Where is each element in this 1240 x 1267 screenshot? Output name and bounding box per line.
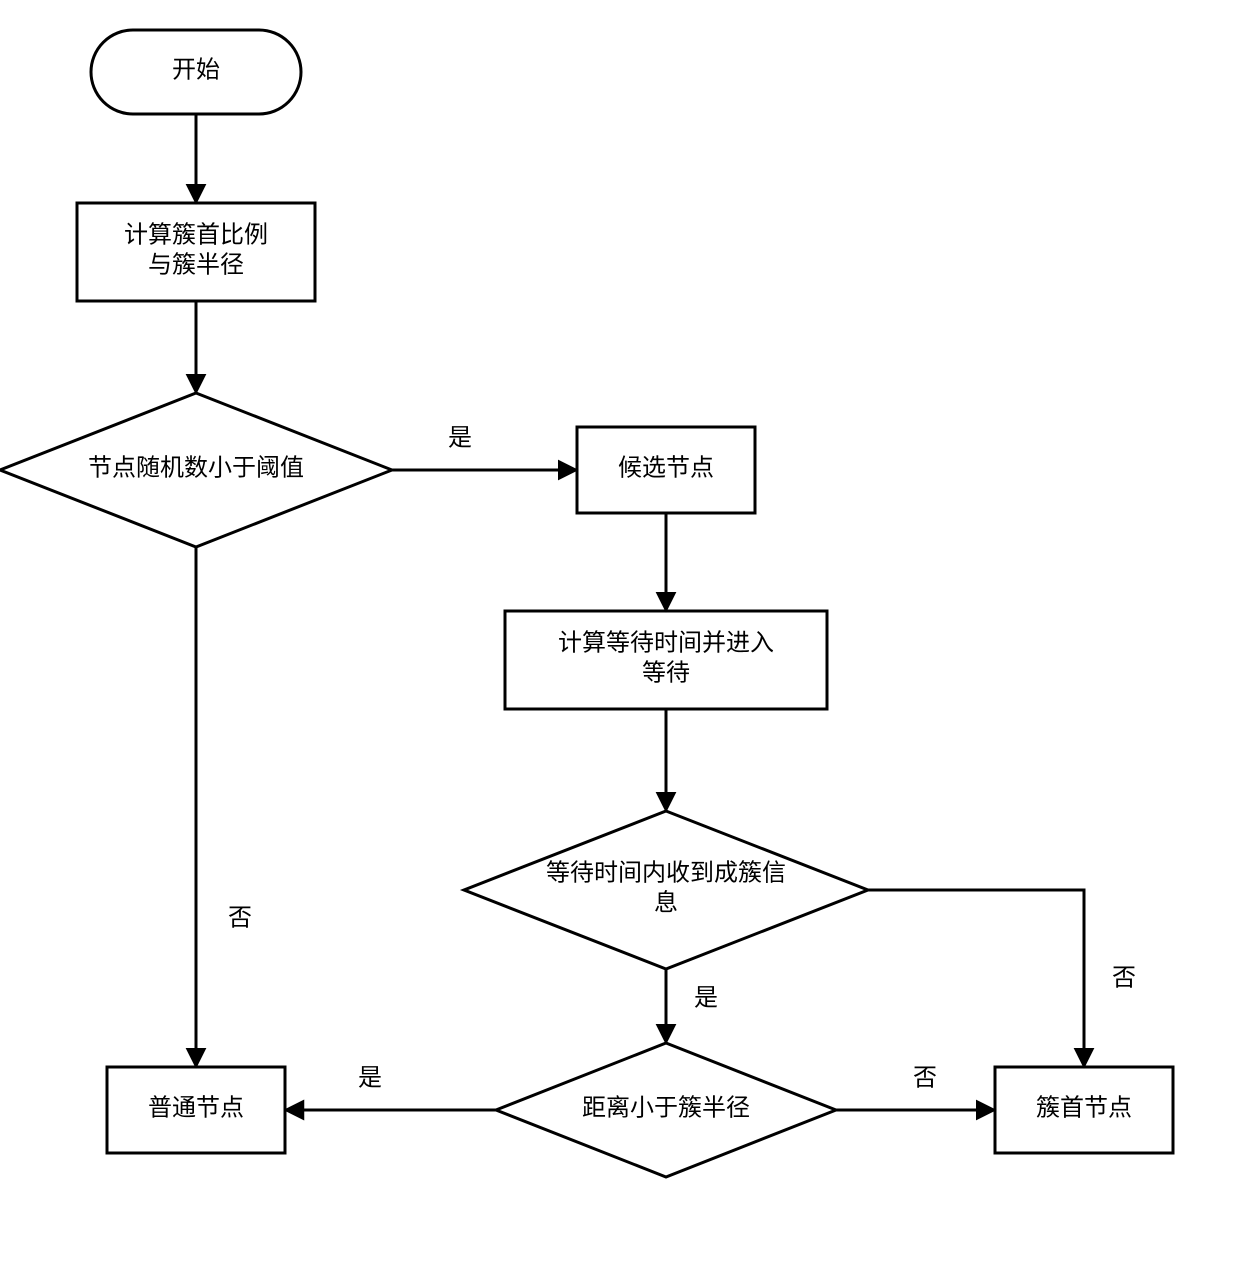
edge-label-8: 是 [358, 1066, 382, 1092]
wait-label-1: 等待 [642, 660, 690, 687]
start-label-0: 开始 [172, 57, 220, 84]
calc-label-1: 与簇半径 [148, 252, 244, 279]
cand-label-0: 候选节点 [618, 455, 714, 482]
normal-label-0: 普通节点 [148, 1095, 244, 1122]
edge-label-2: 是 [448, 426, 472, 452]
dec1-label-0: 节点随机数小于阈值 [88, 455, 304, 482]
calc-label-0: 计算簇首比例 [124, 222, 268, 249]
head-label-0: 簇首节点 [1036, 1095, 1132, 1122]
edge-label-7: 否 [1112, 966, 1136, 992]
edge-dec2-head [868, 890, 1084, 1067]
dec2-label-0: 等待时间内收到成簇信 [546, 860, 786, 887]
dec3-label-0: 距离小于簇半径 [582, 1095, 750, 1122]
edge-label-6: 是 [694, 986, 718, 1012]
edge-label-3: 否 [228, 906, 252, 932]
wait-label-0: 计算等待时间并进入 [558, 630, 774, 657]
edge-label-9: 否 [913, 1066, 937, 1092]
dec2-label-1: 息 [654, 890, 678, 917]
